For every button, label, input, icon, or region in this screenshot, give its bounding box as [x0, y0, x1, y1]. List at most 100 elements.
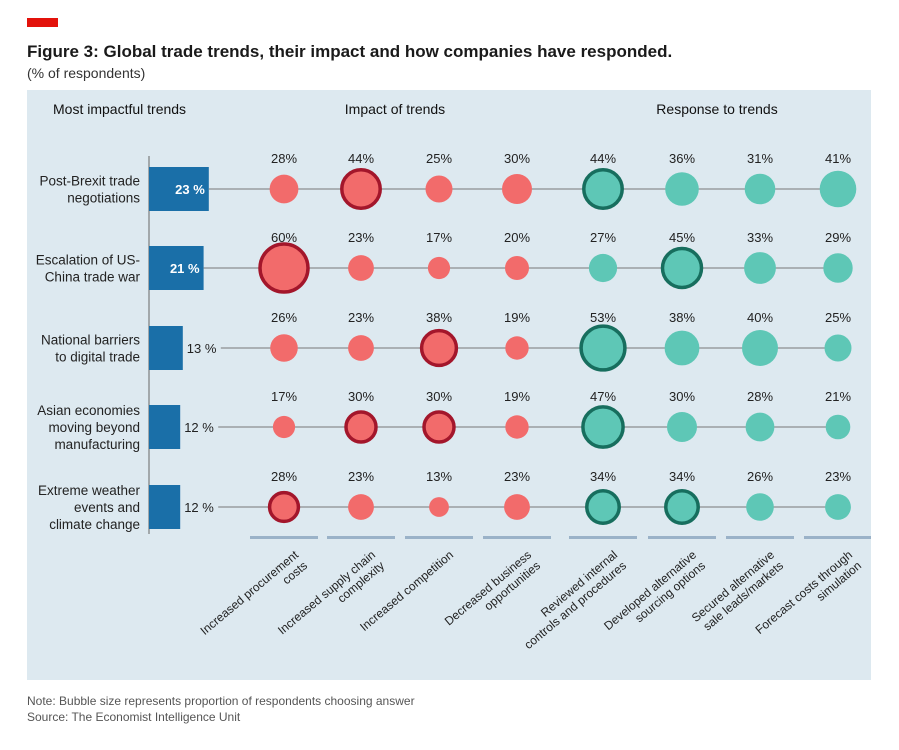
bubble — [819, 170, 857, 208]
bubble-value-label: 25% — [825, 310, 851, 325]
trend-bar — [149, 326, 183, 370]
bubble — [505, 336, 529, 360]
bubble — [824, 334, 852, 362]
trend-bar-label: 23 % — [175, 182, 205, 197]
bubble — [267, 490, 301, 524]
bubble-value-label: 23% — [348, 469, 374, 484]
bubble-value-label: 45% — [669, 230, 695, 245]
bubble-value-label: 25% — [426, 151, 452, 166]
bubble — [825, 494, 851, 520]
bubble-value-label: 36% — [669, 151, 695, 166]
trend-label: events and — [74, 500, 140, 515]
bubble-value-label: 34% — [590, 469, 616, 484]
bubble — [502, 174, 532, 204]
bubble-value-label: 28% — [271, 469, 297, 484]
bubble-value-label: 23% — [825, 469, 851, 484]
bubble-value-label: 23% — [504, 469, 530, 484]
bubble — [425, 175, 453, 203]
trend-bar — [149, 167, 209, 211]
bubble — [348, 335, 374, 361]
trend-bar-label: 21 % — [170, 261, 200, 276]
bubble — [340, 168, 382, 210]
bubble — [505, 415, 529, 439]
chart-panel: Most impactful trends Impact of trends Res… — [27, 90, 872, 680]
bubble — [579, 324, 627, 372]
bubble — [504, 494, 530, 520]
bubble-value-label: 30% — [348, 389, 374, 404]
bubble — [665, 172, 699, 206]
bubble — [422, 410, 456, 444]
bubble-value-label: 19% — [504, 310, 530, 325]
bubble-value-label: 29% — [825, 230, 851, 245]
response-header: Response to trends — [656, 101, 777, 117]
trend-label: to digital trade — [55, 350, 140, 365]
bubble — [429, 497, 449, 517]
bubble-value-label: 33% — [747, 230, 773, 245]
bubble — [744, 173, 776, 205]
chart-subtitle: (% of respondents) — [27, 65, 146, 81]
bubble — [660, 246, 704, 290]
column-underline — [405, 536, 473, 539]
trend-label: China trade war — [45, 270, 141, 285]
bubble-value-label: 44% — [590, 151, 616, 166]
trends-header: Most impactful trends — [53, 101, 186, 117]
bubble-value-label: 60% — [271, 230, 297, 245]
bubble — [585, 489, 621, 525]
bubble-value-label: 23% — [348, 310, 374, 325]
bubble-value-label: 38% — [426, 310, 452, 325]
chart-title: Figure 3: Global trade trends, their imp… — [27, 42, 673, 61]
trend-label: Extreme weather — [38, 483, 141, 498]
bubble-value-label: 23% — [348, 230, 374, 245]
trend-label: moving beyond — [48, 420, 140, 435]
bubble — [745, 412, 775, 442]
bubble — [744, 252, 776, 284]
bubble — [269, 174, 299, 204]
bubble — [664, 330, 700, 366]
trend-bar — [149, 405, 181, 449]
bubble-value-label: 26% — [271, 310, 297, 325]
trend-bar — [149, 246, 204, 290]
bubble — [272, 415, 296, 439]
bubble — [258, 242, 310, 294]
bubble-chart: Most impactful trends Impact of trends Res… — [36, 101, 872, 652]
trend-label: manufacturing — [54, 437, 140, 452]
bubble-value-label: 26% — [747, 469, 773, 484]
bubble — [344, 410, 378, 444]
column-underline — [569, 536, 637, 539]
trend-label: negotiations — [67, 191, 140, 206]
chart-source: Source: The Economist Intelligence Unit — [27, 710, 241, 724]
column-underline — [648, 536, 716, 539]
column-underline — [327, 536, 395, 539]
bubble-value-label: 20% — [504, 230, 530, 245]
bubble — [348, 494, 374, 520]
trend-label: Post-Brexit trade — [39, 174, 140, 189]
bubble-value-label: 38% — [669, 310, 695, 325]
bubble-value-label: 34% — [669, 469, 695, 484]
bubble-value-label: 13% — [426, 469, 452, 484]
chart-note: Note: Bubble size represents proportion … — [27, 694, 415, 708]
bubble — [664, 489, 700, 525]
bubble — [427, 256, 451, 280]
trend-bar-label: 12 % — [184, 500, 214, 515]
bubble-value-label: 30% — [504, 151, 530, 166]
trend-label: National barriers — [41, 333, 140, 348]
bubble — [667, 412, 697, 442]
bubble-value-label: 41% — [825, 151, 851, 166]
bubble-value-label: 44% — [348, 151, 374, 166]
bubble — [419, 328, 459, 368]
bubble — [581, 405, 625, 449]
bubble-value-label: 17% — [426, 230, 452, 245]
bubble-value-label: 40% — [747, 310, 773, 325]
column-underline — [483, 536, 551, 539]
bubble-value-label: 53% — [590, 310, 616, 325]
bubble-value-label: 19% — [504, 389, 530, 404]
bubble — [505, 256, 529, 280]
brand-bar — [27, 18, 58, 27]
trend-bar-label: 13 % — [187, 341, 217, 356]
impact-header: Impact of trends — [345, 101, 445, 117]
bubble-value-label: 28% — [271, 151, 297, 166]
bubble — [270, 334, 298, 362]
bubble — [588, 253, 618, 283]
bubble — [582, 168, 624, 210]
